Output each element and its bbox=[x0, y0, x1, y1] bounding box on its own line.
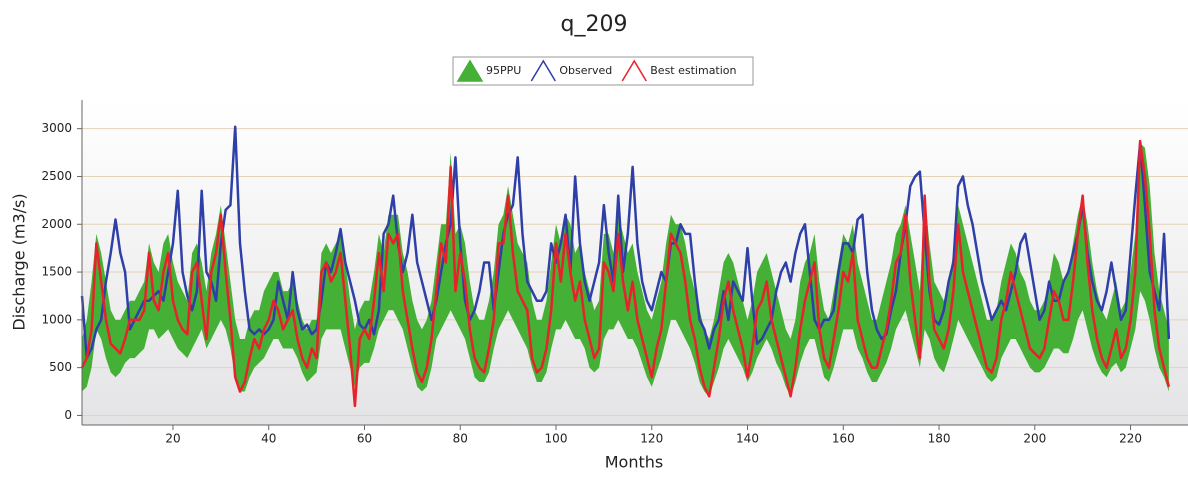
legend bbox=[452, 56, 754, 86]
x-tick-label: 220 bbox=[1119, 432, 1142, 446]
legend-icon bbox=[621, 59, 647, 82]
y-axis-label: Discharge (m3/s) bbox=[10, 193, 29, 330]
x-tick-label: 100 bbox=[545, 432, 568, 446]
legend-icon bbox=[530, 59, 556, 82]
legend-label: 95PPU bbox=[486, 64, 521, 77]
x-tick-label: 140 bbox=[736, 432, 759, 446]
y-tick-label: 2500 bbox=[41, 169, 72, 183]
legend-label: Observed bbox=[559, 64, 612, 77]
y-tick-label: 1000 bbox=[41, 312, 72, 326]
x-tick-label: 60 bbox=[357, 432, 372, 446]
legend-icon bbox=[456, 59, 484, 82]
chart-title: q_209 bbox=[561, 12, 628, 37]
series-line bbox=[80, 139, 1171, 408]
y-tick-label: 500 bbox=[49, 360, 72, 374]
x-tick-label: 200 bbox=[1023, 432, 1046, 446]
legend-label: Best estimation bbox=[650, 64, 736, 77]
x-tick-label: 40 bbox=[261, 432, 276, 446]
y-tick-label: 0 bbox=[64, 408, 72, 422]
band-area bbox=[82, 143, 1169, 397]
x-tick-label: 20 bbox=[165, 432, 180, 446]
x-tick-label: 180 bbox=[928, 432, 951, 446]
y-tick-label: 3000 bbox=[41, 121, 72, 135]
x-tick-label: 80 bbox=[453, 432, 468, 446]
x-tick-label: 120 bbox=[640, 432, 663, 446]
x-tick-label: 160 bbox=[832, 432, 855, 446]
y-tick-label: 1500 bbox=[41, 265, 72, 279]
x-axis-label: Months bbox=[605, 453, 663, 472]
y-tick-label: 2000 bbox=[41, 217, 72, 231]
